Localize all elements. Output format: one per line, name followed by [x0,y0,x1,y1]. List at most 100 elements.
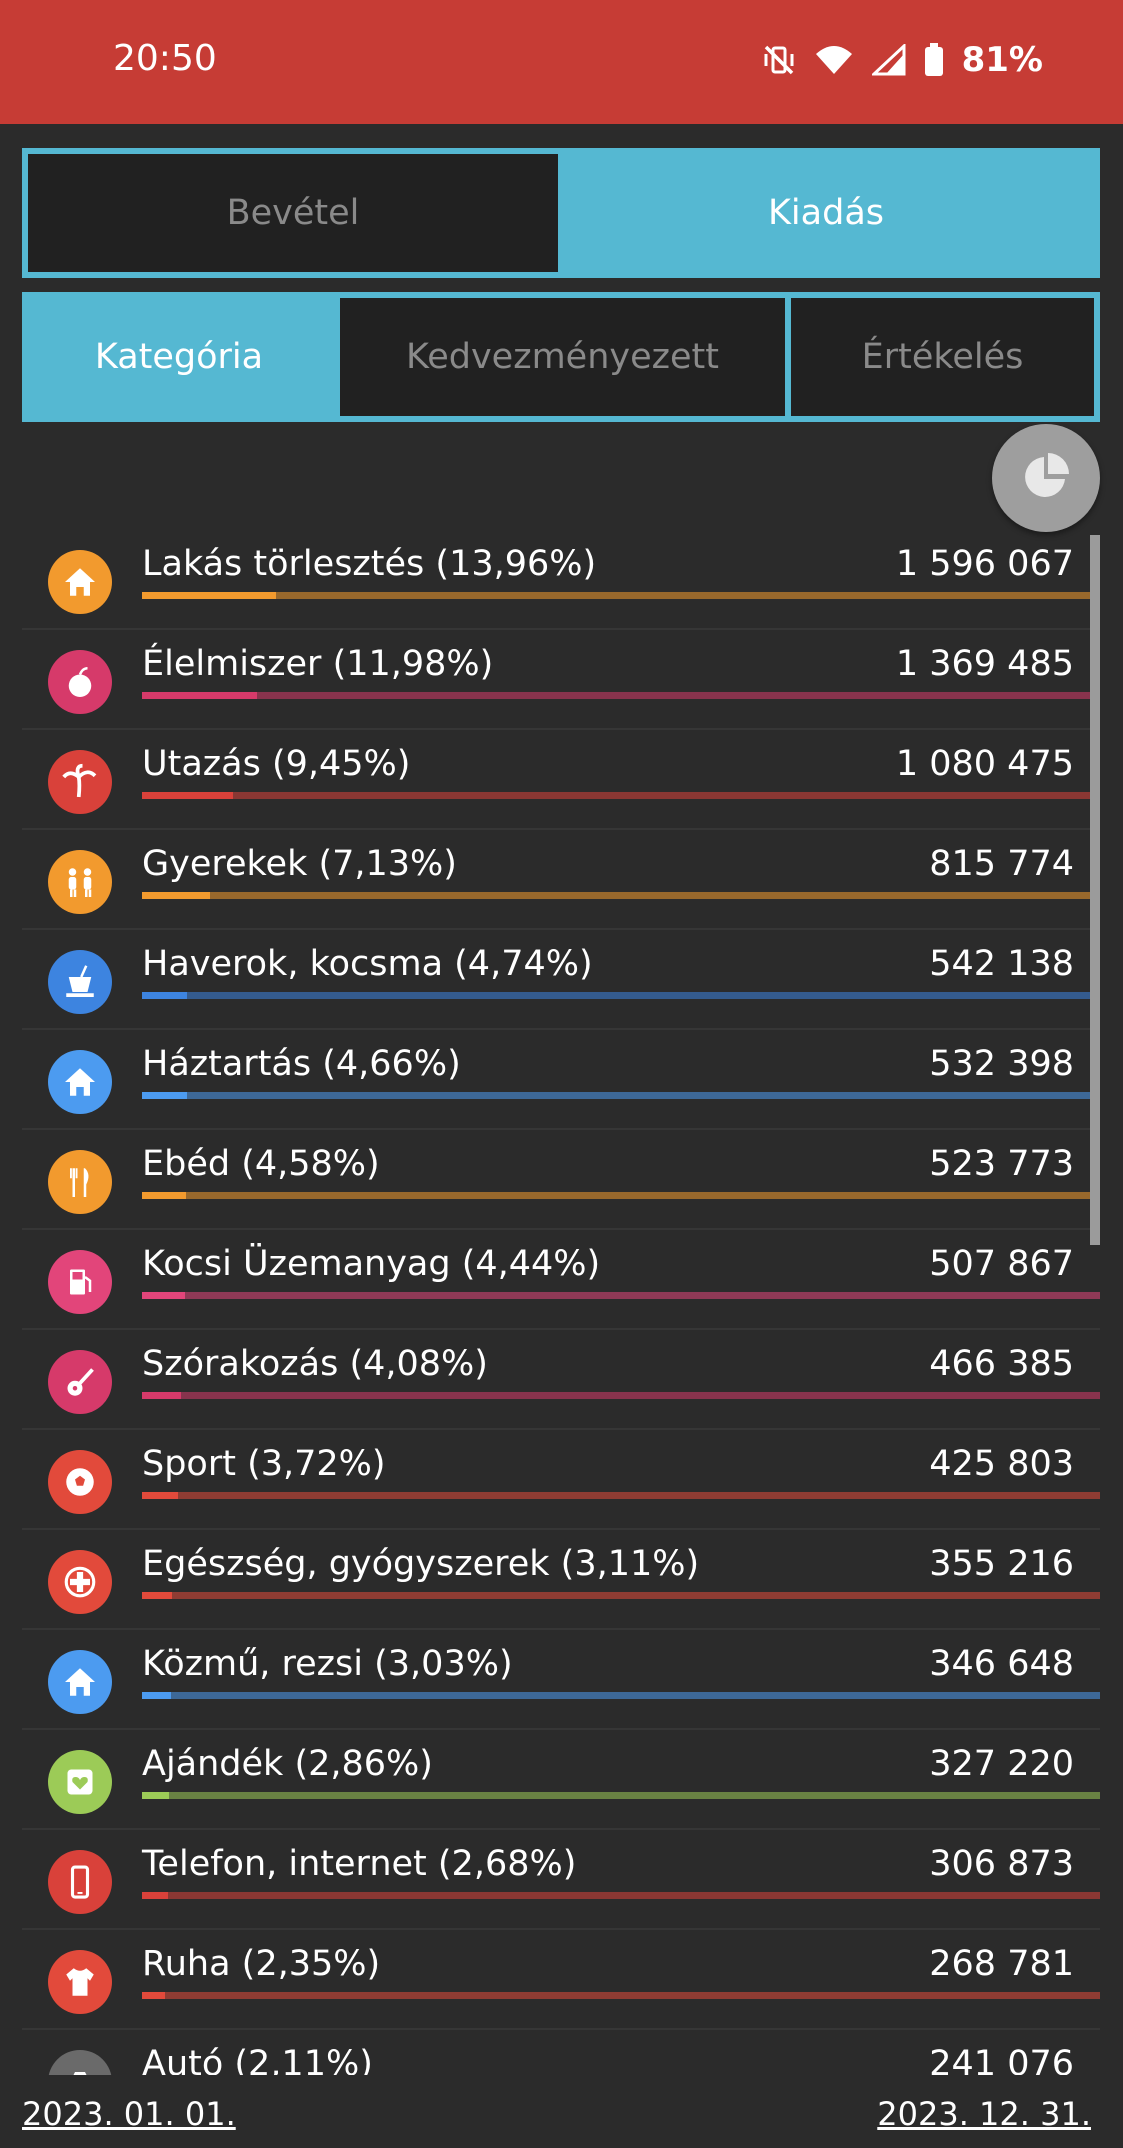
category-amount: 507 867 [929,1244,1074,1284]
share-bar-track [142,1792,1100,1799]
category-label: Utazás (9,45%) [142,744,411,784]
share-bar-fill [142,1592,172,1599]
share-bar-track [142,1592,1100,1599]
tab-expense[interactable]: Kiadás [767,193,885,233]
grouping-tabs: Kategória Kedvezményezett Értékelés [22,292,1100,422]
category-amount: 327 220 [929,1744,1074,1784]
category-row[interactable]: Lakás törlesztés (13,96%) 1 596 067 [22,530,1100,630]
share-bar-fill [142,892,211,899]
category-row[interactable]: Közmű, rezsi (3,03%) 346 648 [22,1630,1100,1730]
category-label: Egészség, gyógyszerek (3,11%) [142,1544,700,1584]
share-bar-fill [142,792,233,799]
gift-heart-icon [48,1750,112,1814]
children-icon [48,850,112,914]
tab-rating[interactable]: Értékelés [791,298,1094,416]
category-row[interactable]: Ebéd (4,58%) 523 773 [22,1130,1100,1230]
type-tabs: Bevétel Kiadás [22,148,1100,278]
category-row[interactable]: Egészség, gyógyszerek (3,11%) 355 216 [22,1530,1100,1630]
tshirt-icon [48,1950,112,2014]
share-bar-track [142,1492,1100,1499]
category-label: Közmű, rezsi (3,03%) [142,1644,513,1684]
share-bar-track [142,792,1100,799]
palm-tree-icon [48,750,112,814]
wifi-icon [814,44,854,76]
share-bar-track [142,1892,1100,1899]
share-bar-fill [142,1392,182,1399]
battery-icon [924,43,944,77]
category-row[interactable]: Telefon, internet (2,68%) 306 873 [22,1830,1100,1930]
cutlery-icon [48,1150,112,1214]
category-amount: 523 773 [929,1144,1074,1184]
category-row[interactable]: Ruha (2,35%) 268 781 [22,1930,1100,2030]
share-bar-fill [142,692,257,699]
date-to-link[interactable]: 2023. 12. 31. [877,2095,1091,2133]
category-row[interactable]: Háztartás (4,66%) 532 398 [22,1030,1100,1130]
category-label: Haverok, kocsma (4,74%) [142,944,593,984]
share-bar-fill [142,592,276,599]
share-bar-fill [142,1892,168,1899]
share-bar-fill [142,1692,172,1699]
pie-chart-icon [1019,449,1073,507]
battery-percentage: 81% [961,40,1043,80]
signal-icon [871,44,906,76]
category-label: Sport (3,72%) [142,1444,386,1484]
house-icon [48,1050,112,1114]
category-amount: 532 398 [929,1044,1074,1084]
category-label: Lakás törlesztés (13,96%) [142,544,597,584]
category-list[interactable]: Lakás törlesztés (13,96%) 1 596 067 Élelmi… [22,530,1100,2075]
category-row[interactable]: Gyerekek (7,13%) 815 774 [22,830,1100,930]
category-row[interactable]: Ajándék (2,86%) 327 220 [22,1730,1100,1830]
share-bar-fill [142,1792,170,1799]
share-bar-track [142,992,1100,999]
category-row[interactable]: Élelmiszer (11,98%) 1 369 485 [22,630,1100,730]
share-bar-track [142,1292,1100,1299]
car-icon [48,2050,112,2075]
fuel-pump-icon [48,1250,112,1314]
share-bar-track [142,592,1100,599]
category-label: Ruha (2,35%) [142,1944,381,1984]
category-amount: 1 369 485 [895,644,1074,684]
category-row[interactable]: Kocsi Üzemanyag (4,44%) 507 867 [22,1230,1100,1330]
share-bar-fill [142,1092,187,1099]
scrollbar[interactable] [1090,535,1100,1245]
category-amount: 241 076 [929,2044,1074,2075]
share-bar-track [142,1992,1100,1999]
category-amount: 1 596 067 [895,544,1074,584]
category-amount: 815 774 [929,844,1074,884]
medical-cross-icon [48,1550,112,1614]
category-row[interactable]: Utazás (9,45%) 1 080 475 [22,730,1100,830]
tab-income[interactable]: Bevétel [28,154,558,272]
share-bar-fill [142,992,188,999]
status-icons: 81% [762,40,1043,80]
category-label: Ajándék (2,86%) [142,1744,433,1784]
tab-category[interactable]: Kategória [94,337,264,377]
category-label: Kocsi Üzemanyag (4,44%) [142,1244,601,1284]
mute-vibrate-icon [762,43,796,77]
category-row[interactable]: Haverok, kocsma (4,74%) 542 138 [22,930,1100,1030]
category-amount: 542 138 [929,944,1074,984]
date-from-link[interactable]: 2023. 01. 01. [22,2095,236,2133]
pie-chart-button[interactable] [992,424,1100,532]
category-label: Autó (2,11%) [142,2044,373,2075]
soccer-ball-icon [48,1450,112,1514]
category-row[interactable]: Autó (2,11%) 241 076 [22,2030,1100,2075]
status-time: 20:50 [113,38,217,79]
category-amount: 466 385 [929,1344,1074,1384]
share-bar-fill [142,1292,185,1299]
drink-icon [48,950,112,1014]
category-label: Gyerekek (7,13%) [142,844,457,884]
category-row[interactable]: Sport (3,72%) 425 803 [22,1430,1100,1530]
category-amount: 306 873 [929,1844,1074,1884]
tab-payee[interactable]: Kedvezményezett [340,298,785,416]
share-bar-track [142,1692,1100,1699]
phone-icon [48,1850,112,1914]
category-amount: 355 216 [929,1544,1074,1584]
share-bar-track [142,1092,1100,1099]
category-label: Szórakozás (4,08%) [142,1344,488,1384]
category-label: Telefon, internet (2,68%) [142,1844,577,1884]
share-bar-track [142,692,1100,699]
share-bar-track [142,892,1100,899]
category-amount: 346 648 [929,1644,1074,1684]
category-amount: 1 080 475 [895,744,1074,784]
category-row[interactable]: Szórakozás (4,08%) 466 385 [22,1330,1100,1430]
